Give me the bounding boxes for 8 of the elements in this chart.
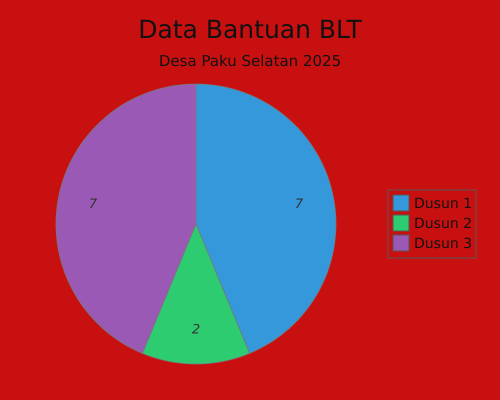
- data-label: 2: [192, 322, 200, 338]
- chart-title: Data Bantuan BLT: [138, 15, 363, 44]
- data-label: 7: [294, 197, 304, 212]
- chart-subtitle: Desa Paku Selatan 2025: [158, 52, 342, 70]
- legend-label: Dusun 3: [414, 236, 472, 252]
- legend-label: Dusun 1: [414, 196, 472, 212]
- legend-label: Dusun 2: [414, 216, 472, 232]
- data-label: 7: [88, 197, 98, 212]
